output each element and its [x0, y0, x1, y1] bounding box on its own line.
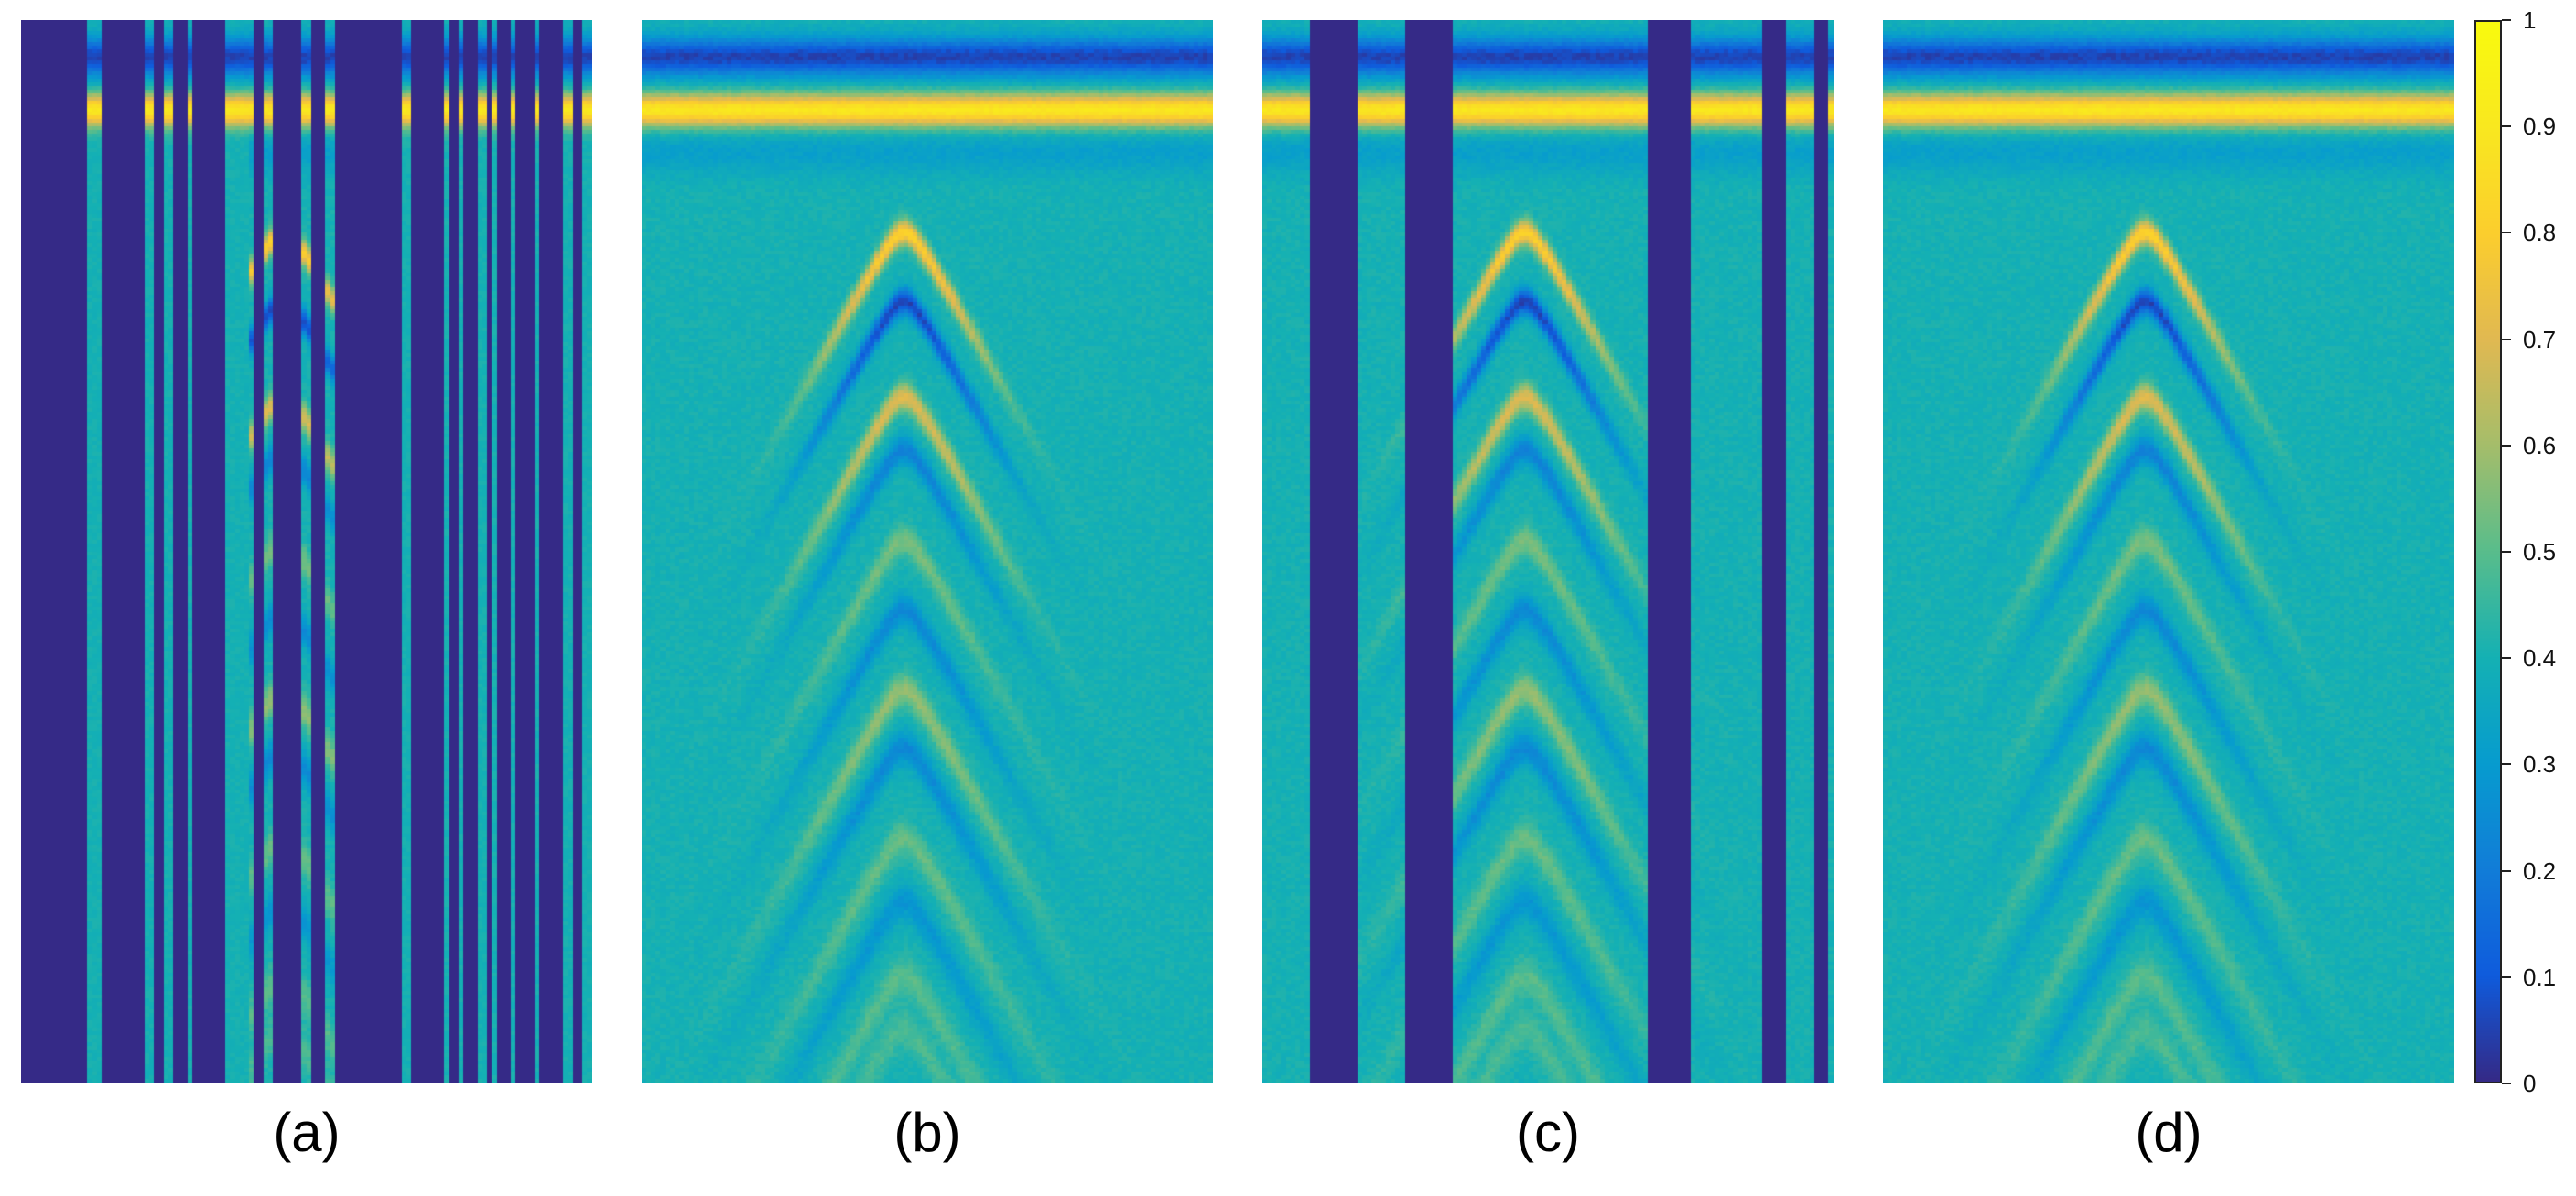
heatmap-panel-a — [21, 20, 592, 1083]
colorbar-tick — [2502, 551, 2511, 553]
colorbar-gradient — [2476, 22, 2500, 1082]
colorbar-tick — [2502, 338, 2511, 340]
heatmap-canvas-b — [642, 20, 1213, 1083]
heatmap-panel-d — [1883, 20, 2454, 1083]
colorbar-tick — [2502, 657, 2511, 660]
colorbar-tick-label: 0.2 — [2523, 857, 2557, 885]
colorbar-tick-label: 0.1 — [2523, 963, 2557, 991]
heatmap-panel-b — [642, 20, 1213, 1083]
colorbar-tick — [2502, 232, 2511, 234]
heatmap-canvas-d — [1883, 20, 2454, 1083]
panel-label-a: (a) — [273, 1102, 341, 1163]
colorbar-tick-label: 0.4 — [2523, 644, 2557, 673]
colorbar-tick-label: 0 — [2523, 1070, 2537, 1097]
colorbar-tick — [2502, 975, 2511, 978]
colorbar-tick — [2502, 125, 2511, 128]
colorbar — [2474, 20, 2502, 1083]
colorbar-tick — [2502, 444, 2511, 447]
heatmap-canvas-a — [21, 20, 592, 1083]
panel-label-b: (b) — [893, 1102, 961, 1163]
colorbar-tick-label: 0.5 — [2523, 538, 2557, 566]
colorbar-tick-label: 0.3 — [2523, 750, 2557, 779]
panel-label-d: (d) — [2135, 1102, 2203, 1163]
colorbar-tick-label: 0.8 — [2523, 219, 2557, 247]
colorbar-tick-label: 0.6 — [2523, 431, 2557, 459]
colorbar-tick-label: 1 — [2523, 6, 2537, 34]
colorbar-tick — [2502, 869, 2511, 872]
colorbar-tick — [2502, 1083, 2511, 1084]
colorbar-tick — [2502, 19, 2511, 21]
heatmap-panel-c — [1262, 20, 1834, 1083]
panel-label-c: (c) — [1516, 1102, 1580, 1163]
colorbar-tick-label: 0.9 — [2523, 113, 2557, 141]
heatmap-canvas-c — [1262, 20, 1834, 1083]
colorbar-tick — [2502, 763, 2511, 766]
colorbar-tick-label: 0.7 — [2523, 325, 2557, 353]
